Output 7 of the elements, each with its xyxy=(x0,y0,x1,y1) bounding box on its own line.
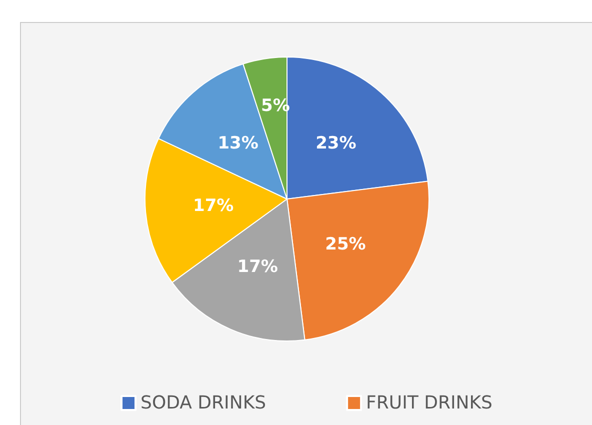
data-label: 13% xyxy=(218,133,258,154)
legend-label: SODA DRINKS xyxy=(140,392,266,414)
legend-label: FRUIT DRINKS xyxy=(366,392,492,414)
data-label: 25% xyxy=(325,234,366,254)
data-label: 17% xyxy=(237,256,278,277)
data-label: 17% xyxy=(192,196,234,216)
data-label: 23% xyxy=(316,133,356,154)
